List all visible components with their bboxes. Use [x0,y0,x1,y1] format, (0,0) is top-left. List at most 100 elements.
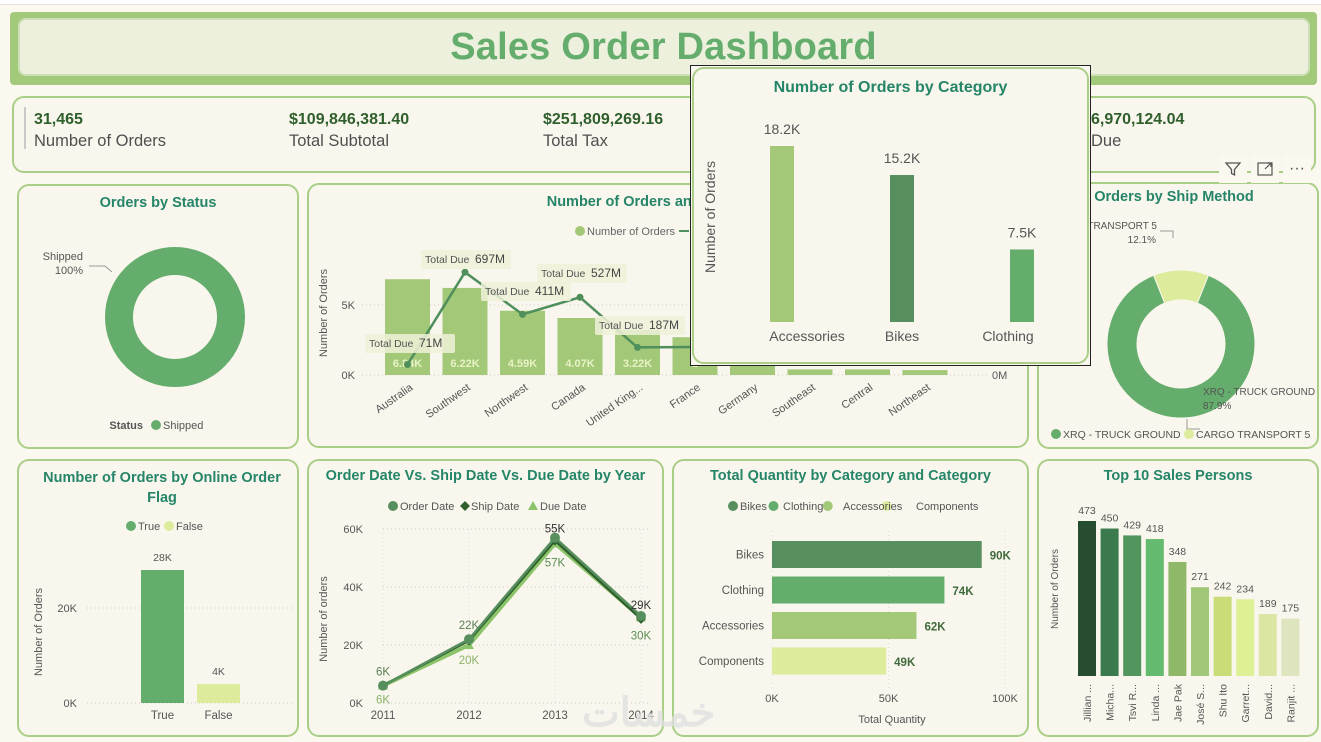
y-axis-title: Number of Orders [33,587,45,676]
point-marker [636,611,646,621]
x-tick-label: Bikes [885,328,919,344]
data-label: 12.1% [1128,235,1156,246]
header-panel [18,18,1310,76]
data-label-value: 527M [591,266,621,280]
point-marker [378,680,388,691]
bar-value-label: 6.22K [450,358,479,370]
bar-value-label: 90K [990,551,1012,563]
kpi-strip: 31,465 Number of Orders $109,846,381.40 … [12,96,1316,173]
orders-by-ship-method-chart[interactable]: TRANSPORT 5 12.1% XRQ - TRUCK GROUND 87.9% X… [1037,182,1319,449]
y-tick-label: 0K [350,698,364,710]
y-tick-label: 0K [64,698,78,710]
data-label-bg [421,250,511,269]
x-tick-label: 2011 [371,710,396,722]
legend-marker [881,501,892,511]
legend-label: Clothing [783,501,823,513]
legend-label: True [138,521,160,533]
bar-value-label: 4.07K [565,358,594,370]
legend-label: Bikes [740,501,767,513]
y-axis-title: Number of orders [318,576,330,662]
legend-marker [1184,429,1194,439]
bar-value-label: 271 [1191,571,1209,583]
legend-marker [728,501,738,511]
legend-label: Ship Date [471,501,519,513]
dates-by-year-chart[interactable]: Order Date Ship Date Due Date 0K 20K 40K 60K 20… [307,459,664,737]
top-sales-persons-card[interactable]: Top 10 Sales Persons Number of Orders 473… [1037,459,1319,737]
bar-sales-person [1100,528,1119,676]
orders-by-status-chart[interactable]: Shipped 100% Status Shipped [17,184,299,449]
orders-by-status-card[interactable]: Orders by Status Shipped 100% Status Shippe… [17,184,299,449]
bar-sales-person [1123,535,1142,676]
leader-line [1160,230,1174,238]
bar-value-label: 62K [924,622,946,634]
data-label: 57K [545,558,566,570]
x-tick-label: Garret... [1240,684,1252,723]
x-tick-label: Linda ... [1150,684,1162,721]
data-label: 29K [631,600,652,612]
quantity-by-category-chart[interactable]: Bikes Clothing Accessories Components 0K 50K 1… [672,459,1029,737]
filter-icon[interactable] [1219,155,1247,183]
bar-sales-person [1078,521,1096,676]
focus-mode-icon[interactable] [1251,155,1279,183]
legend-title: Status [109,420,143,432]
orders-by-online-flag-card[interactable]: Number of Orders by Online Order Flag Tr… [17,459,299,737]
bar-value-label: 234 [1236,583,1254,595]
kpi-number-of-orders: 31,465 Number of Orders [34,111,166,151]
x-tick-label: 2014 [628,710,654,722]
bar-sales-person [1213,596,1232,676]
y-tick-label: 60K [343,524,363,536]
legend-marker-circle [388,501,398,511]
orders-and-total-due-chart[interactable]: Number of Orders 0K 5K 0M Number of Orders 6.… [307,183,1029,448]
bar-sales-person [1145,539,1164,676]
point-marker [464,634,474,645]
legend-marker [768,501,779,511]
legend-label: Shipped [163,420,203,432]
legend-marker [575,226,585,236]
legend-marker [1051,429,1061,439]
legend-label: Components [916,501,979,513]
dates-by-year-card[interactable]: Order Date Vs. Ship Date Vs. Due Date by… [307,459,664,737]
x-tick-label: Clothing [982,328,1033,344]
bar-value-label: 473 [1078,505,1096,517]
kpi-value: $251,809,269.16 [543,111,664,128]
kpi-value: 6,970,124.04 [1091,111,1185,128]
y-tick-label: Accessories [702,621,764,633]
x-tick-label: 100K [992,693,1018,705]
x-tick-label: Jillian ... [1082,684,1094,722]
x-axis-title: Total Quantity [858,714,926,726]
top-sales-persons-chart[interactable]: Number of Orders 473 Jillian ... 450 Micha..… [1037,459,1319,737]
x-tick-label: Germany [716,381,760,417]
bar-sales-person [1258,614,1277,676]
bar-value-label: 15.2K [884,150,921,166]
chart-title: Number of Orders and To [546,194,722,210]
y-tick-label: 20K [343,640,363,652]
point-marker [550,532,560,543]
bar-false [197,684,240,703]
y-tick-label: 0K [342,370,356,382]
x-tick-label: 2012 [456,710,482,722]
data-label: 100% [55,265,83,277]
y-tick-label: 5K [342,300,356,312]
bar-sales-person [1191,587,1209,676]
bar-sales-person [1236,599,1255,676]
legend-label: Order Date [400,501,454,513]
orders-by-ship-method-card[interactable]: Orders by Ship Method TRANSPORT 5 12.1% XR… [1037,182,1319,449]
x-tick-label: 2013 [542,710,568,722]
legend-marker [164,521,174,531]
data-label: 6K [376,695,390,707]
x-tick-label: Northeast [887,382,933,419]
visual-header-toolbar: ··· [1219,155,1311,183]
data-label: 30K [631,630,652,642]
bar-central [845,369,890,375]
more-options-icon[interactable]: ··· [1283,155,1311,183]
x-tick-label: Ranjit ... [1285,684,1297,723]
data-label-prefix: Total Due [425,254,470,266]
y-tick-label: Components [699,656,764,668]
y-axis-title: Number of Orders [1050,549,1061,629]
y2-tick-label: 0M [992,370,1007,382]
quantity-by-category-card[interactable]: Total Quantity by Category and Category … [672,459,1029,737]
line-point [576,293,584,301]
data-label-bg [537,264,627,283]
orders-by-online-flag-chart[interactable]: True False 0K 20K Number of Orders 28K True 4K F… [17,459,299,737]
data-label: XRQ - TRUCK GROUND [1203,387,1315,398]
